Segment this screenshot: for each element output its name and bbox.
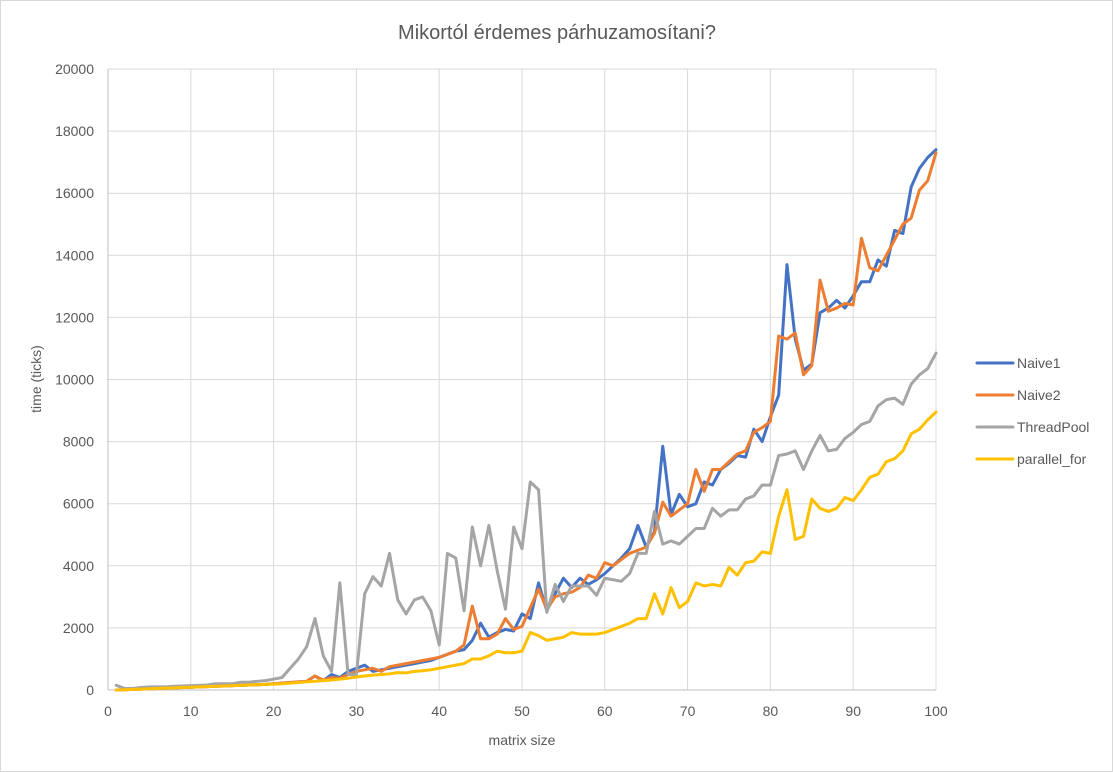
- legend-label-naive1: Naive1: [1017, 355, 1061, 371]
- y-tick-label: 18000: [55, 123, 94, 139]
- y-tick-label: 0: [86, 682, 94, 698]
- x-tick-label: 40: [431, 703, 447, 719]
- legend-label-threadpool: ThreadPool: [1017, 419, 1089, 435]
- x-tick-label: 20: [266, 703, 282, 719]
- series-line-threadpool: [114, 351, 938, 690]
- x-tick-label: 30: [349, 703, 365, 719]
- y-tick-label: 12000: [55, 309, 94, 325]
- grid: [108, 68, 937, 690]
- series-line-naive1: [114, 148, 938, 692]
- y-tick-label: 14000: [55, 247, 94, 263]
- y-tick-label: 2000: [63, 620, 94, 636]
- y-tick-label: 10000: [55, 372, 94, 388]
- series-lines: [114, 148, 938, 692]
- x-tick-label: 100: [924, 703, 948, 719]
- axes: 0 2000 4000 6000 8000 10000 12000 14000 16000 180…: [55, 61, 948, 719]
- legend: Naive1 Naive2 ThreadPool parallel_for: [975, 355, 1089, 467]
- x-tick-label: 80: [763, 703, 779, 719]
- y-axis-label: time (ticks): [28, 345, 44, 413]
- y-tick-label: 6000: [63, 496, 94, 512]
- y-tick-label: 16000: [55, 185, 94, 201]
- series-line-parallel-for: [114, 410, 938, 692]
- legend-label-parallel-for: parallel_for: [1017, 451, 1087, 467]
- y-tick-label: 20000: [55, 61, 94, 77]
- chart-title: Mikortól érdemes párhuzamosítani?: [398, 22, 716, 44]
- legend-label-naive2: Naive2: [1017, 387, 1061, 403]
- x-tick-label: 10: [183, 703, 199, 719]
- x-tick-label: 90: [845, 703, 861, 719]
- x-tick-label: 70: [680, 703, 696, 719]
- series-line-naive2: [114, 151, 938, 692]
- x-tick-label: 0: [104, 703, 112, 719]
- y-tick-label: 4000: [63, 558, 94, 574]
- x-tick-label: 50: [514, 703, 530, 719]
- x-axis-label: matrix size: [489, 732, 556, 748]
- y-tick-label: 8000: [63, 434, 94, 450]
- x-tick-label: 60: [597, 703, 613, 719]
